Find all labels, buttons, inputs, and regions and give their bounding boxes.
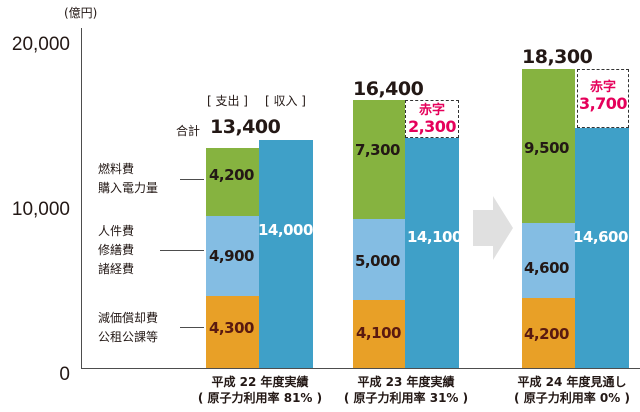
bar1-total: 13,400: [210, 116, 281, 138]
bar2-fuel-segment: [353, 100, 405, 219]
bar1-fuel-value: 4,200: [209, 166, 254, 184]
bar3-fuel-segment: [522, 69, 575, 223]
legend-depreciation-leader: [180, 327, 204, 328]
header-income: [ 収入 ]: [265, 94, 306, 108]
x-label-fy22-line2: ( 原子力利用率 81% ): [197, 391, 323, 405]
legend-fuel-leader: [180, 179, 204, 180]
bar1-personnel-segment: [206, 216, 259, 296]
y-axis-line: [81, 28, 82, 368]
legend-depreciation-line1: 減価償却費: [98, 311, 159, 325]
bar2-deficit-label: 赤字: [418, 103, 445, 118]
total-label: 合計: [176, 124, 201, 138]
bar2-total: 16,400: [353, 78, 424, 100]
y-tick-0: 0: [59, 364, 70, 385]
legend-depreciation: 減価償却費 公租公課等: [98, 309, 158, 347]
bar2-depreciation-segment: [353, 300, 405, 368]
bar2-deficit-value: 2,300: [407, 117, 457, 136]
x-label-fy24-line2: ( 原子力利用率 0% ): [514, 391, 630, 405]
y-tick-20000: 20,000: [11, 34, 70, 55]
legend-personnel-line2: 修繕費: [98, 243, 135, 257]
bar3-personnel-value: 4,600: [524, 259, 569, 277]
x-label-fy22: 平成 22 年度実績 ( 原子力利用率 81% ): [190, 374, 330, 406]
bar3-total: 18,300: [522, 46, 593, 68]
bar1-fuel-segment: [206, 148, 259, 216]
x-label-fy23-line1: 平成 23 年度実績: [357, 375, 455, 389]
bar2-personnel-value: 5,000: [355, 252, 400, 270]
bar3-depreciation-value: 4,200: [524, 325, 569, 343]
legend-fuel: 燃料費 購入電力量: [98, 160, 158, 198]
arrow-right-icon: [473, 196, 513, 260]
bar2-income-segment: [405, 138, 459, 368]
bar2-depreciation-value: 4,100: [356, 324, 401, 342]
x-label-fy24-line1: 平成 24 年度見通し: [517, 375, 627, 389]
bar3-deficit-label: 赤字: [589, 80, 616, 95]
bar2-fuel-value: 7,300: [355, 141, 400, 159]
legend-personnel: 人件費 修繕費 諸経費: [98, 222, 134, 279]
legend-personnel-line1: 人件費: [98, 224, 135, 238]
bar1-income-segment: [259, 140, 313, 368]
legend-fuel-line1: 燃料費: [98, 162, 135, 176]
legend-fuel-line2: 購入電力量: [98, 181, 159, 195]
bar1-depreciation-segment: [206, 296, 259, 368]
bar2-personnel-segment: [353, 219, 405, 300]
header-expense: [ 支出 ]: [207, 94, 248, 108]
legend-personnel-line3: 諸経費: [98, 262, 135, 276]
x-label-fy24: 平成 24 年度見通し ( 原子力利用率 0% ): [502, 374, 640, 406]
x-label-fy22-line1: 平成 22 年度実績: [211, 375, 309, 389]
legend-personnel-leader: [160, 250, 204, 251]
bar3-deficit-box: 赤字 3,700: [577, 69, 629, 128]
x-label-fy23-line2: ( 原子力利用率 31% ): [343, 391, 469, 405]
bar1-depreciation-value: 4,300: [209, 319, 254, 337]
bar3-fuel-value: 9,500: [524, 139, 569, 157]
bar3-income-segment: [575, 128, 629, 368]
bar3-personnel-segment: [522, 223, 575, 298]
y-tick-10000: 10,000: [11, 199, 70, 220]
bar3-deficit-value: 3,700: [578, 94, 628, 113]
bar1-personnel-value: 4,900: [209, 247, 254, 265]
y-axis-unit: (億円): [64, 6, 98, 20]
bar3-depreciation-segment: [522, 298, 575, 368]
bar2-income-value: 14,100: [407, 228, 462, 246]
x-axis-line: [81, 368, 640, 369]
x-label-fy23: 平成 23 年度実績 ( 原子力利用率 31% ): [336, 374, 476, 406]
bar1-income-value: 14,000: [258, 221, 313, 239]
legend-depreciation-line2: 公租公課等: [98, 330, 159, 344]
bar2-deficit-box: 赤字 2,300: [405, 100, 459, 138]
bar3-income-value: 14,600: [573, 228, 628, 246]
